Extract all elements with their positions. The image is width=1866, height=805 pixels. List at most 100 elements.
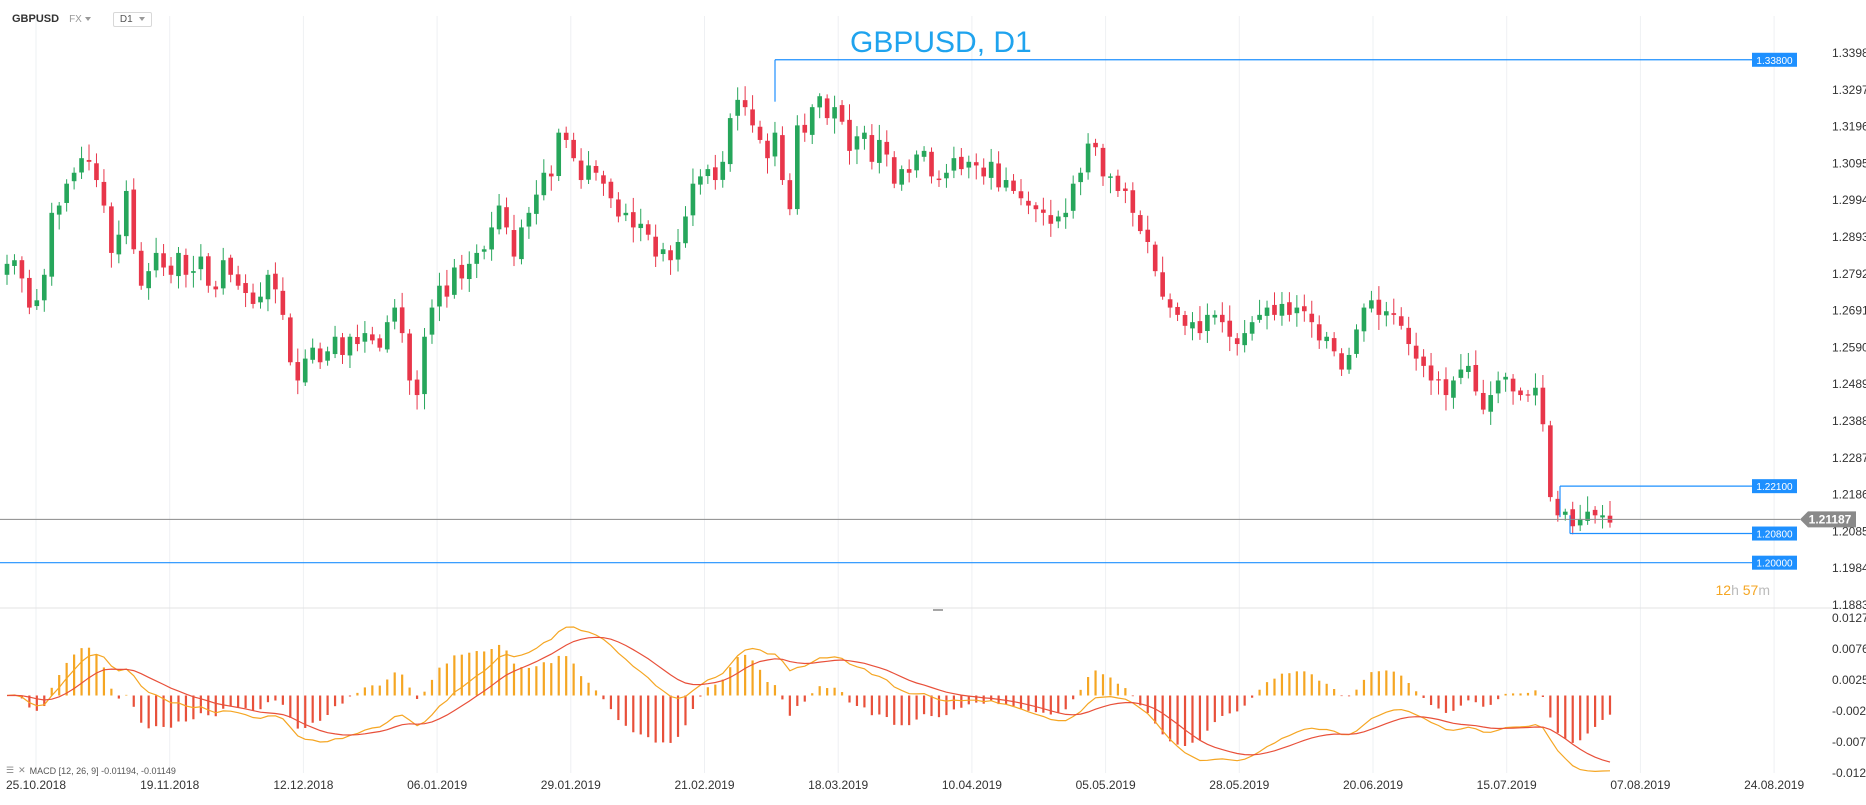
candle-bear[interactable] [668, 250, 673, 261]
candle-bear[interactable] [399, 307, 405, 334]
level-price-tag[interactable] [1752, 52, 1797, 67]
market-selector[interactable]: FX [69, 14, 91, 25]
candle-bear[interactable] [317, 348, 323, 363]
candle-bull[interactable] [1078, 172, 1083, 183]
candle-bear[interactable] [1540, 387, 1546, 425]
candle-bull[interactable] [123, 190, 129, 237]
candle-bull[interactable] [49, 212, 55, 277]
candle-bull[interactable] [899, 169, 905, 185]
candle-bull[interactable] [496, 205, 502, 230]
candle-bull[interactable] [481, 249, 487, 252]
candle-bear[interactable] [94, 163, 99, 181]
candle-bull[interactable] [474, 252, 480, 264]
candle-bear[interactable] [1152, 244, 1158, 272]
candle-bear[interactable] [1137, 215, 1143, 232]
candle-bull[interactable] [914, 154, 919, 171]
candle-bear[interactable] [802, 124, 808, 133]
candle-bull[interactable] [362, 333, 368, 342]
candle-bull[interactable] [586, 165, 591, 180]
candle-bull[interactable] [698, 176, 703, 185]
candle-bull[interactable] [817, 96, 822, 108]
candle-bull[interactable] [1294, 307, 1300, 314]
candle-bear[interactable] [1316, 324, 1322, 341]
candle-bear[interactable] [1421, 356, 1426, 366]
candle-bull[interactable] [638, 223, 644, 229]
candle-bull[interactable] [526, 212, 532, 227]
candle-bull[interactable] [720, 161, 726, 180]
candle-bear[interactable] [765, 140, 770, 159]
candle-bear[interactable] [1093, 142, 1098, 148]
candle-bull[interactable] [1003, 180, 1009, 188]
candle-bear[interactable] [839, 105, 845, 122]
candle-bull[interactable] [944, 172, 949, 179]
candle-bear[interactable] [1234, 338, 1240, 345]
candle-bull[interactable] [1533, 387, 1538, 396]
candle-bear[interactable] [973, 162, 979, 166]
candle-bear[interactable] [1026, 200, 1031, 206]
candle-bear[interactable] [884, 141, 890, 155]
candle-bull[interactable] [1495, 380, 1501, 394]
candle-bull[interactable] [1085, 143, 1091, 173]
level-price-tag[interactable] [1752, 479, 1797, 494]
candle-bull[interactable] [1242, 333, 1247, 346]
candle-bull[interactable] [1070, 183, 1076, 211]
candle-bear[interactable] [1272, 304, 1277, 315]
level-price-tag[interactable] [1752, 526, 1797, 541]
candle-bull[interactable] [1562, 511, 1568, 515]
candle-bear[interactable] [1041, 209, 1046, 213]
candle-bear[interactable] [1167, 299, 1173, 308]
candle-bear[interactable] [1160, 272, 1165, 297]
candle-bull[interactable] [384, 322, 390, 350]
candle-bear[interactable] [750, 109, 755, 126]
candle-bear[interactable] [757, 126, 763, 140]
candle-bear[interactable] [780, 135, 785, 181]
indicator-settings-icon[interactable]: ☰ [6, 765, 15, 775]
candle-bear[interactable] [1555, 498, 1561, 516]
candle-bull[interactable] [1055, 216, 1061, 222]
candle-bear[interactable] [601, 175, 606, 184]
candle-bull[interactable] [191, 271, 196, 273]
candle-bull[interactable] [556, 132, 562, 177]
candle-bear[interactable] [101, 181, 107, 206]
candle-bear[interactable] [1219, 314, 1225, 323]
candle-bull[interactable] [1384, 311, 1389, 316]
candle-bear[interactable] [138, 250, 144, 286]
candle-bull[interactable] [347, 336, 353, 356]
candle-bull[interactable] [489, 227, 494, 250]
candle-bull[interactable] [795, 125, 800, 210]
candle-bear[interactable] [1100, 147, 1106, 177]
candle-bull[interactable] [1577, 518, 1583, 526]
candle-bull[interactable] [1451, 380, 1456, 398]
candle-bull[interactable] [1212, 314, 1218, 318]
candle-bear[interactable] [608, 181, 614, 199]
candle-bull[interactable] [1369, 300, 1374, 309]
candle-bear[interactable] [1480, 392, 1486, 410]
candle-bull[interactable] [1108, 176, 1113, 178]
candle-bear[interactable] [407, 333, 412, 381]
candle-bull[interactable] [116, 234, 122, 255]
candle-bear[interactable] [1123, 188, 1128, 191]
candle-bear[interactable] [183, 254, 189, 275]
candle-bull[interactable] [832, 107, 837, 119]
candle-bear[interactable] [563, 132, 569, 140]
candle-bear[interactable] [929, 151, 934, 177]
candle-bear[interactable] [959, 156, 964, 170]
candle-bull[interactable] [1257, 314, 1262, 320]
candle-bear[interactable] [511, 230, 517, 257]
candle-bull[interactable] [258, 296, 263, 303]
candle-bear[interactable] [340, 337, 345, 355]
candle-bear[interactable] [1391, 313, 1397, 315]
candle-bear[interactable] [288, 317, 293, 363]
candle-bear[interactable] [906, 169, 912, 173]
candle-bull[interactable] [1585, 511, 1590, 521]
candle-bull[interactable] [921, 150, 927, 157]
candle-bull[interactable] [951, 158, 957, 171]
candle-bull[interactable] [683, 216, 688, 244]
candle-bull[interactable] [452, 267, 457, 295]
candle-bear[interactable] [1048, 215, 1054, 224]
candle-bear[interactable] [1518, 390, 1523, 396]
candle-bull[interactable] [64, 183, 69, 203]
candle-bull[interactable] [854, 136, 860, 150]
candle-bear[interactable] [742, 100, 748, 108]
